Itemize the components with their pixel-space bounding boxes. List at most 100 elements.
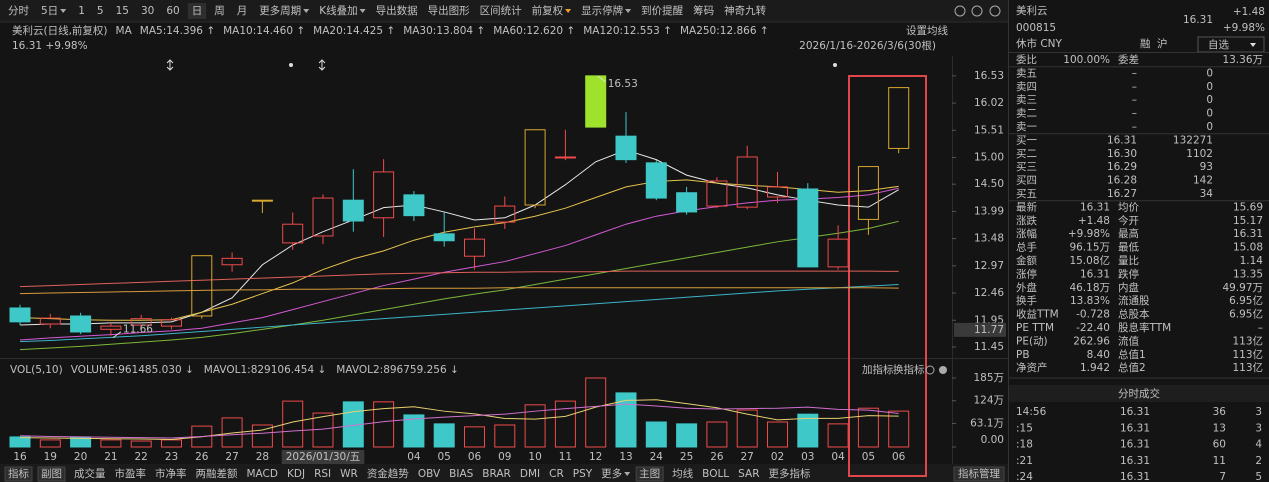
- bottom-tab[interactable]: OBV: [418, 468, 441, 480]
- x-tick-label: 27: [225, 451, 238, 463]
- toolbar-tab[interactable]: 导出数据: [376, 4, 418, 17]
- event-marker[interactable]: [833, 63, 837, 67]
- toolbar-tab[interactable]: 月: [237, 5, 248, 17]
- toolbar-tab[interactable]: 5日: [41, 5, 58, 17]
- candle-body: [130, 318, 152, 326]
- bottom-tab[interactable]: 更多: [601, 467, 622, 480]
- x-tick-label: 05: [862, 451, 875, 463]
- stat-value: -0.728: [1076, 309, 1110, 321]
- bottom-tab[interactable]: 均线: [672, 467, 693, 480]
- toolbar-tab[interactable]: 导出图形: [428, 4, 470, 17]
- toolbar-tab[interactable]: 日: [192, 5, 203, 17]
- stat-label: 股息率TTM: [1118, 321, 1171, 334]
- y-tick-label: 63.1万: [970, 417, 1004, 429]
- bottom-tab[interactable]: 副图: [41, 468, 62, 480]
- bottom-tab[interactable]: BIAS: [449, 468, 473, 480]
- trade-volume: 13: [1213, 422, 1226, 434]
- settings-link[interactable]: 设置均线: [906, 24, 948, 37]
- bottom-tab[interactable]: RSI: [314, 468, 331, 480]
- toolbar-tab[interactable]: 筹码: [693, 4, 714, 17]
- watchlist-button[interactable]: 自选: [1208, 38, 1230, 51]
- bottom-tab[interactable]: PSY: [573, 468, 593, 480]
- bottom-tab[interactable]: WR: [340, 468, 358, 480]
- trade-price: 16.31: [1120, 422, 1150, 434]
- toolbar-tab[interactable]: 神奇九转: [724, 4, 766, 17]
- dropdown-arrow: [625, 9, 632, 13]
- bottom-tab[interactable]: CR: [549, 468, 564, 480]
- bottom-tab[interactable]: BOLL: [702, 468, 729, 480]
- candle-body: [403, 194, 425, 217]
- toolbar-tab[interactable]: 区间统计: [480, 4, 522, 17]
- ob-price: 16.28: [1107, 175, 1137, 187]
- x-tick-label: 21: [104, 451, 117, 463]
- candle-body: [857, 166, 879, 220]
- stat-label: 换手: [1016, 294, 1037, 307]
- bottom-tab[interactable]: MACD: [247, 468, 278, 480]
- ma-line: [19, 287, 899, 295]
- event-marker[interactable]: [166, 59, 174, 71]
- ma-line: [19, 220, 899, 351]
- candle-body: [433, 233, 455, 242]
- ob-label: 卖二: [1016, 108, 1037, 120]
- candle-body: [494, 205, 516, 223]
- legend-item: MA250:12.866 ↑: [680, 25, 769, 37]
- indicator-manage[interactable]: 指标管理: [958, 467, 1000, 480]
- bottom-tab[interactable]: 市盈率: [115, 467, 147, 480]
- close-icon[interactable]: [971, 5, 983, 17]
- stat-value: 15.08亿: [1069, 254, 1110, 267]
- zoom-out-icon[interactable]: [954, 5, 966, 17]
- volume-bar: [767, 421, 788, 448]
- indicator-button[interactable]: 换指标: [893, 363, 925, 376]
- trade-count: 2: [1255, 455, 1262, 467]
- toolbar-tab[interactable]: K线叠加: [319, 4, 357, 17]
- close-indicator-icon[interactable]: [939, 366, 947, 374]
- bottom-tab[interactable]: 指标: [8, 467, 29, 480]
- bottom-tab[interactable]: KDJ: [287, 468, 305, 480]
- volume-bar: [736, 409, 758, 448]
- bottom-tab[interactable]: 两融差额: [196, 467, 238, 480]
- volume-bar: [39, 439, 61, 448]
- stat-label: 今开: [1118, 214, 1139, 227]
- stat-label: 总股本: [1118, 308, 1150, 321]
- bottom-tab[interactable]: 资金趋势: [367, 467, 409, 480]
- stat-label: 最新: [1016, 200, 1038, 213]
- trade-time: 14:56: [1016, 406, 1047, 418]
- event-marker[interactable]: [289, 63, 293, 67]
- x-tick-label: 04: [831, 451, 845, 463]
- zoom-in-icon[interactable]: [989, 5, 1001, 17]
- x-tick-label: 04: [407, 451, 421, 463]
- toolbar-tab[interactable]: 15: [116, 5, 129, 17]
- crosshair-date-box: [281, 450, 365, 464]
- toolbar-tab[interactable]: 更多周期: [259, 4, 301, 17]
- toolbar-tab[interactable]: 周: [214, 5, 225, 17]
- bottom-tab[interactable]: BRAR: [482, 468, 511, 480]
- y-tick-label: 14.50: [974, 178, 1004, 190]
- settings-icon[interactable]: [925, 365, 935, 375]
- stat-value: 6.95亿: [1229, 294, 1263, 307]
- toolbar-tab[interactable]: 分时: [8, 5, 29, 17]
- volume-label: VOLUME:961485.030 ↓: [71, 364, 194, 376]
- toolbar-tab[interactable]: 60: [166, 5, 179, 17]
- toolbar-tab[interactable]: 1: [78, 5, 85, 17]
- bottom-tab[interactable]: 市净率: [155, 467, 187, 480]
- bottom-tab[interactable]: 主图: [639, 468, 660, 480]
- candle-body: [524, 129, 546, 206]
- stat-label: 净资产: [1016, 361, 1048, 374]
- candle-body: [39, 317, 61, 325]
- toolbar-tab[interactable]: 30: [141, 5, 154, 17]
- volume-bar: [706, 421, 728, 448]
- bottom-tab[interactable]: SAR: [738, 468, 759, 480]
- y-tick-label: 15.51: [974, 124, 1004, 136]
- bottom-tab[interactable]: 成交量: [74, 467, 106, 480]
- candle-body: [221, 257, 243, 266]
- bottom-tab[interactable]: 更多指标: [769, 467, 811, 480]
- indicator-button[interactable]: 加指标: [862, 363, 894, 376]
- toolbar-tab[interactable]: 前复权: [532, 4, 564, 17]
- bottom-tab[interactable]: DMI: [520, 468, 540, 480]
- event-marker[interactable]: [318, 59, 326, 71]
- legend-item: MA10:14.460 ↑: [223, 25, 305, 37]
- low-label: 11.66: [123, 324, 153, 336]
- toolbar-tab[interactable]: 显示停牌: [581, 4, 623, 17]
- toolbar-tab[interactable]: 5: [97, 5, 104, 17]
- toolbar-tab[interactable]: 到价提醒: [641, 5, 683, 17]
